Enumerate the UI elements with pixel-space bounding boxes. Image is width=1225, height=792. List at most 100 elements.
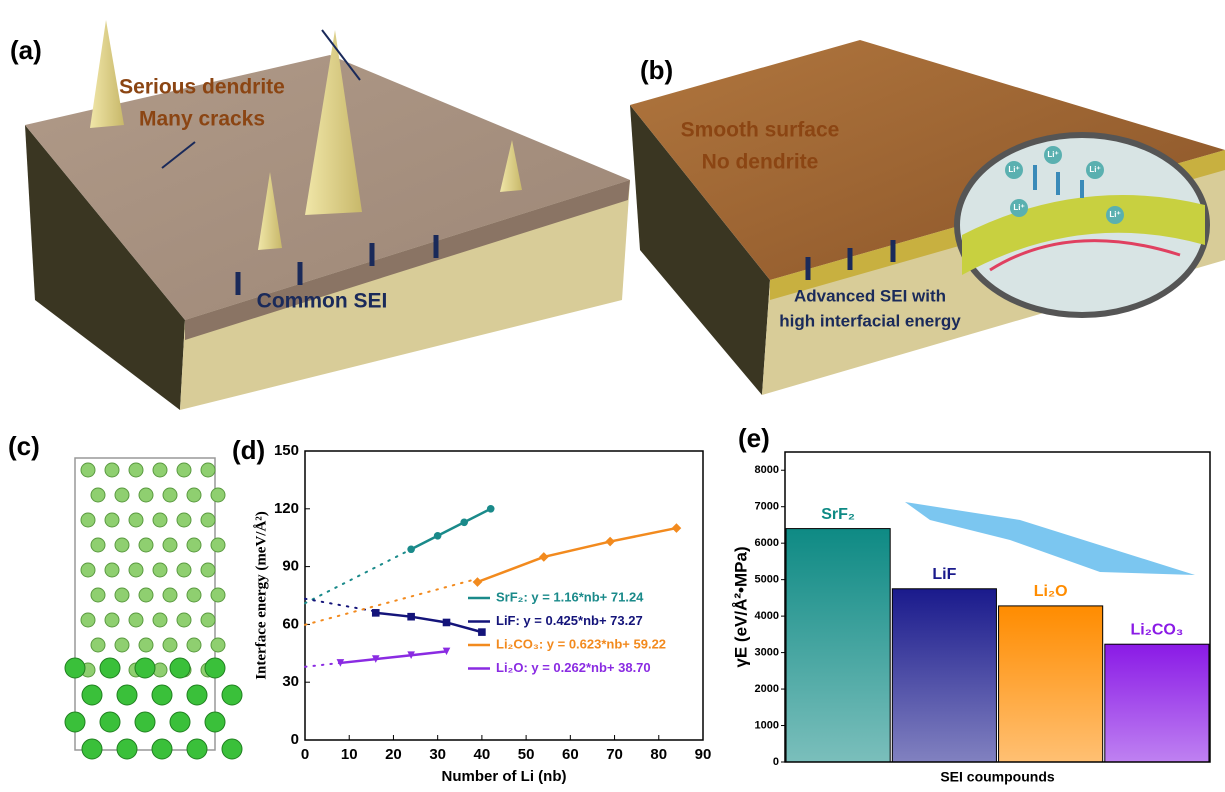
atom [210, 487, 226, 503]
atom [186, 537, 202, 553]
atom [204, 657, 226, 679]
point [539, 552, 549, 562]
atom [200, 462, 216, 478]
bar-category-label: LiF [932, 566, 956, 583]
extrapolation [304, 577, 479, 626]
x-tick-label: 60 [562, 746, 579, 763]
y-tick-label: 1000 [755, 719, 779, 731]
atom [116, 684, 138, 706]
atom [104, 612, 120, 628]
bar-category-label: SrF₂ [821, 506, 855, 523]
point [472, 577, 483, 587]
atom [210, 537, 226, 553]
legend-label: SrF₂: y = 1.16*nb+ 71.24 [496, 589, 644, 604]
y-tick-label: 4000 [755, 610, 779, 622]
atom [152, 462, 168, 478]
atom [162, 487, 178, 503]
y-axis-label: Interface energy (meV/Å²) [253, 511, 269, 680]
series-line [375, 611, 483, 634]
annotation: No dendrite [702, 151, 819, 174]
x-tick-label: 80 [650, 746, 667, 763]
atom [210, 587, 226, 603]
plot-frame [304, 450, 704, 741]
annotation: Advanced SEI with [794, 286, 946, 305]
panel-label: (a) [10, 35, 42, 65]
atom [200, 512, 216, 528]
y-tick-label: 2000 [755, 683, 779, 695]
y-tick-label: 3000 [755, 646, 779, 658]
point [671, 523, 682, 533]
annotation: high interfacial energy [779, 311, 961, 330]
y-tick-label: 90 [282, 558, 299, 575]
y-tick-label: 5000 [755, 574, 779, 586]
atom [138, 587, 154, 603]
point [486, 505, 495, 513]
legend-label: Li₂CO₃: y = 0.623*nb+ 59.22 [496, 636, 666, 651]
atom [186, 487, 202, 503]
atom [186, 587, 202, 603]
bar [891, 588, 997, 763]
panel-label: (e) [738, 423, 770, 453]
atom [90, 487, 106, 503]
x-tick-label: 20 [385, 746, 402, 763]
atom [138, 537, 154, 553]
y-tick-label: 30 [282, 673, 299, 690]
atom [128, 512, 144, 528]
y-tick-label: 0 [291, 731, 299, 748]
point [336, 659, 345, 667]
atom [90, 587, 106, 603]
atom [128, 462, 144, 478]
atom [81, 684, 103, 706]
atom [114, 487, 130, 503]
series-line [410, 507, 492, 551]
panel-b-illustration [630, 40, 1225, 395]
legend-label: Li₂O: y = 0.262*nb+ 38.70 [496, 660, 651, 675]
point [442, 647, 451, 656]
atom [90, 537, 106, 553]
y-tick-label: 6000 [755, 537, 779, 549]
point [433, 531, 442, 540]
atom [114, 537, 130, 553]
atom [152, 612, 168, 628]
atom [104, 562, 120, 578]
atom [152, 562, 168, 578]
ion-label: Li⁺ [1008, 165, 1019, 174]
atom [221, 684, 243, 706]
atom [176, 512, 192, 528]
atom [99, 711, 121, 733]
bar-category-label: Li₂CO₃ [1131, 621, 1184, 638]
atom [186, 684, 208, 706]
y-tick-label: 60 [282, 615, 299, 632]
point [460, 518, 469, 527]
panel-label: (d) [232, 435, 265, 465]
panel-label: (c) [8, 431, 40, 461]
atom [64, 711, 86, 733]
atom [210, 637, 226, 653]
atom [134, 657, 156, 679]
plot-frame [784, 451, 1211, 763]
point [371, 609, 380, 617]
x-axis-label: SEI coumpounds [940, 769, 1055, 785]
atom [90, 637, 106, 653]
y-tick-label: 8000 [755, 464, 779, 476]
atom [104, 512, 120, 528]
ion-label: Li⁺ [1089, 165, 1100, 174]
atom [176, 562, 192, 578]
decoration [905, 502, 1195, 575]
atom [80, 462, 96, 478]
atom [186, 637, 202, 653]
atom [138, 637, 154, 653]
panel-a-illustration [25, 20, 630, 410]
atom [176, 462, 192, 478]
atom [162, 637, 178, 653]
atom [162, 587, 178, 603]
point [371, 655, 380, 663]
atom [128, 562, 144, 578]
annotation: Serious dendrite [119, 76, 285, 99]
x-tick-label: 30 [429, 746, 446, 763]
y-axis-label: γE (eV/Å²•MPa) [731, 546, 750, 667]
point [442, 618, 451, 627]
bar-category-label: Li₂O [1034, 583, 1068, 600]
atom [162, 537, 178, 553]
atom [104, 462, 120, 478]
